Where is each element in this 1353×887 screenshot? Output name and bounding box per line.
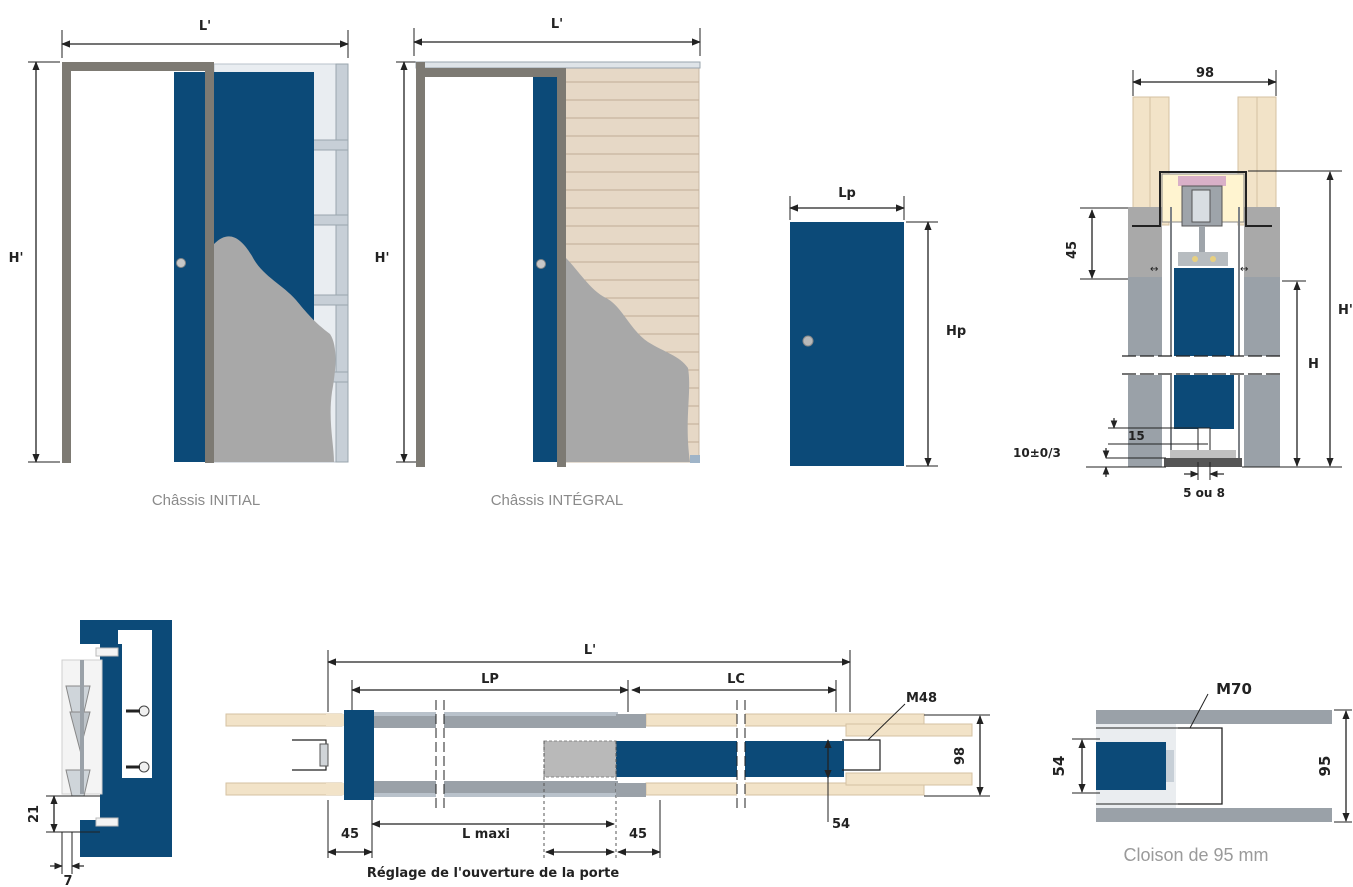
plan-total-width-label: L' <box>584 643 596 658</box>
chassis-integral-height-label: H' <box>375 251 390 266</box>
chassis-initial-drawing: L' H' Châssis INITIAL <box>9 19 349 509</box>
svg-text:↔: ↔ <box>1150 264 1158 275</box>
vertical-section-drawing: 98 ↔ ↔ <box>1013 66 1353 500</box>
plan-left-45: 45 <box>341 827 359 842</box>
plan-section-drawing: L' LP LC <box>225 643 990 881</box>
svg-text:↔: ↔ <box>1240 264 1248 275</box>
section-dim-15: 15 <box>1128 429 1145 443</box>
chassis-initial-width-label: L' <box>199 19 211 34</box>
section-dim-45: 45 <box>1065 241 1080 259</box>
plan-m48-label: M48 <box>906 691 937 706</box>
plan-right-45: 45 <box>629 827 647 842</box>
chassis-integral-width-label: L' <box>551 17 563 32</box>
plan-lmaxi-label: L maxi <box>462 827 510 842</box>
plan-lc-label: LC <box>727 672 745 687</box>
section-height-Hprime: H' <box>1338 303 1353 318</box>
section-top-width-label: 98 <box>1196 66 1214 81</box>
profile-dim-7: 7 <box>63 874 72 887</box>
plan-dim-54: 54 <box>832 817 850 832</box>
section-height-H: H <box>1308 357 1319 372</box>
chassis-integral-caption: Châssis INTÉGRAL <box>491 492 624 509</box>
section-dim-5ou8: 5 ou 8 <box>1183 486 1225 500</box>
plan-thickness-label: 98 <box>953 747 968 765</box>
profile-detail-drawing: 21 7 <box>27 620 172 887</box>
door-height-label: Hp <box>946 324 966 339</box>
cloison-m70-label: M70 <box>1216 680 1252 698</box>
chassis-integral-drawing: L' H' Châssis INTÉGRAL <box>375 17 701 509</box>
profile-dim-21: 21 <box>27 805 42 823</box>
plan-caption: Réglage de l'ouverture de la porte <box>367 866 619 881</box>
cloison-dim-95: 95 <box>1316 756 1334 777</box>
plan-lp-label: LP <box>481 672 499 687</box>
door-width-label: Lp <box>838 186 856 201</box>
chassis-initial-caption: Châssis INITIAL <box>152 492 260 509</box>
cloison-caption: Cloison de 95 mm <box>1123 845 1268 865</box>
cloison-dim-54: 54 <box>1050 756 1068 777</box>
cloison-section-drawing: M70 54 95 Cloison de 95 mm <box>1050 680 1352 865</box>
chassis-initial-height-label: H' <box>9 251 24 266</box>
section-dim-10: 10±0/3 <box>1013 446 1061 460</box>
door-drawing: Lp Hp <box>789 186 966 467</box>
